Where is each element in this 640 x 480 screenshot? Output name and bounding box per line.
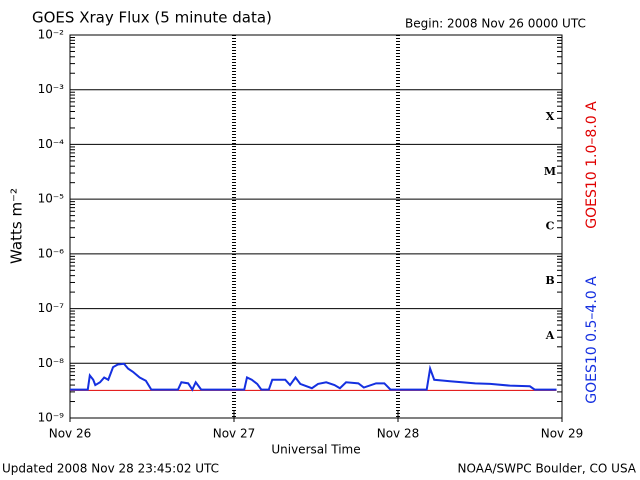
y-tick-label: 10⁻⁹ — [38, 411, 65, 425]
y-tick-label: 10⁻⁷ — [38, 301, 65, 315]
y-tick-label: 10⁻⁵ — [38, 192, 65, 206]
series-line — [70, 362, 557, 392]
flare-class-label: X — [546, 110, 555, 123]
flare-class-label: B — [545, 274, 554, 287]
y-tick-label: 10⁻³ — [38, 82, 65, 96]
y-axis-label: Watts m⁻² — [8, 188, 26, 264]
y-tick-label: 10⁻⁶ — [38, 246, 65, 260]
x-tick-label: Nov 26 — [49, 427, 92, 441]
chart-subtitle: Begin: 2008 Nov 26 0000 UTC — [405, 17, 586, 31]
y-tick-label: 10⁻⁸ — [38, 356, 65, 370]
x-tick-label: Nov 27 — [213, 427, 256, 441]
flare-class-label: C — [546, 220, 555, 233]
y-tick-label: 10⁻² — [38, 28, 65, 42]
flare-class-label: M — [544, 165, 556, 178]
legend-entry: GOES10 1.0–8.0 A — [584, 101, 600, 229]
y-tick-label: 10⁻⁴ — [38, 137, 65, 151]
footer-right: NOAA/SWPC Boulder, CO USA — [458, 462, 637, 476]
flare-class-label: A — [545, 329, 555, 342]
footer-left: Updated 2008 Nov 28 23:45:02 UTC — [2, 462, 219, 476]
legend-entry: GOES10 0.5–4.0 A — [584, 276, 600, 404]
chart-title: GOES Xray Flux (5 minute data) — [32, 9, 272, 27]
x-axis-label: Universal Time — [271, 443, 360, 457]
x-tick-label: Nov 28 — [377, 427, 420, 441]
x-tick-label: Nov 29 — [541, 427, 584, 441]
